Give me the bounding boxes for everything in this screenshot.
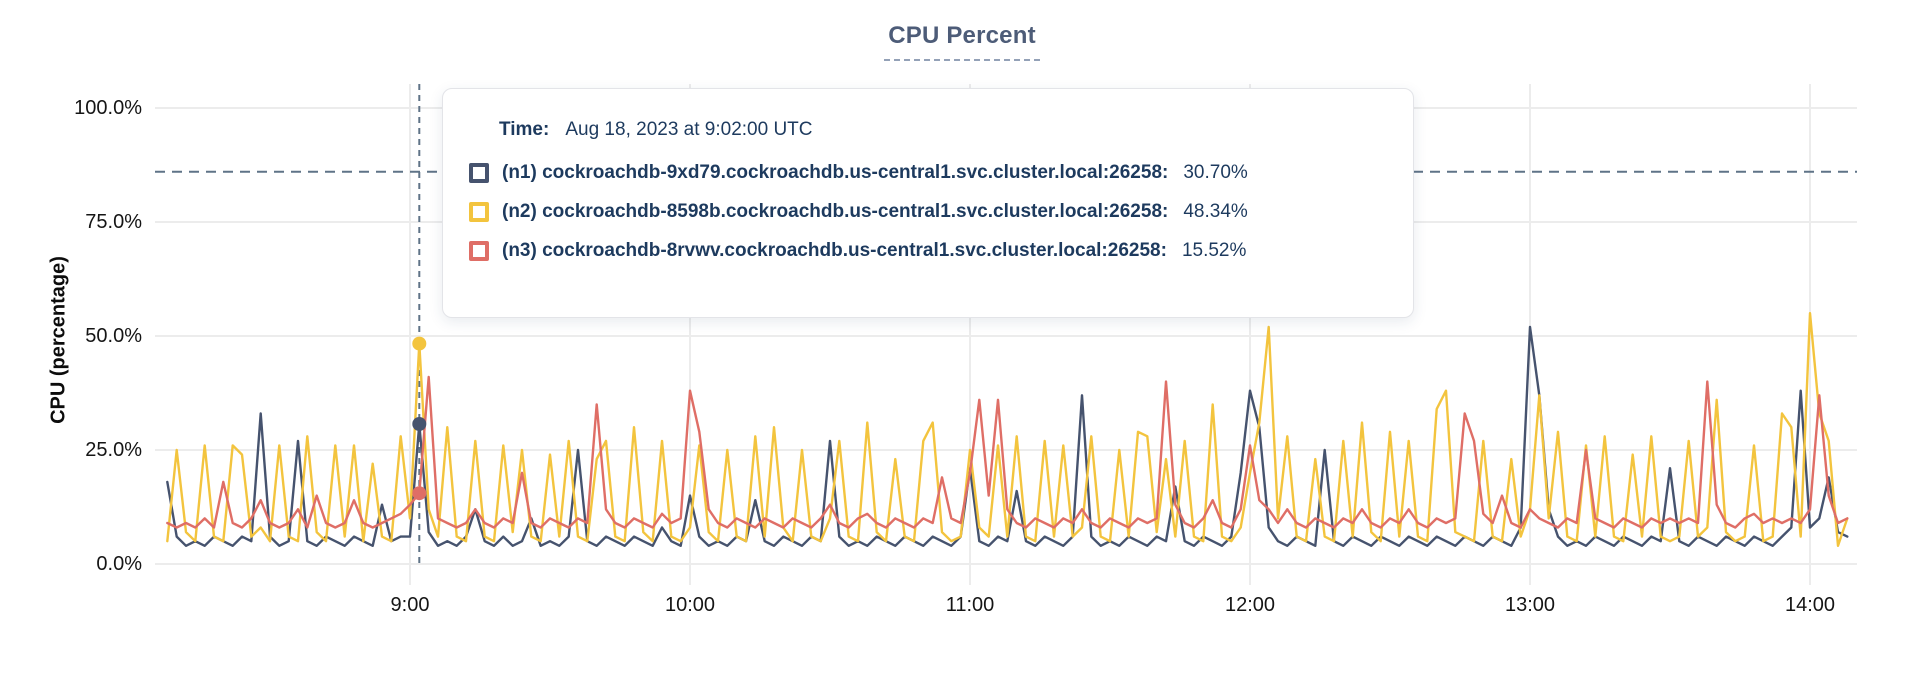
series-n3-name: (n3) cockroachdb-8rvwv.cockroachdb.us-ce… [502,240,1167,261]
tooltip-time-value: Aug 18, 2023 at 9:02:00 UTC [565,119,813,140]
chart-title: CPU Percent [884,22,1040,61]
y-axis-tick: 75.0% [85,211,142,233]
series-n1-name: (n1) cockroachdb-9xd79.cockroachdb.us-ce… [502,162,1169,183]
series-n1-swatch-icon [469,163,489,183]
series-n2-value: 48.34% [1183,201,1248,222]
chart-header: CPU Percent [0,22,1924,61]
series-n1-value: 30.70% [1183,162,1248,183]
tooltip-series-row: (n1) cockroachdb-9xd79.cockroachdb.us-ce… [469,162,1377,184]
tooltip-time-row: Time: Aug 18, 2023 at 9:02:00 UTC [469,119,1377,141]
series-n2-swatch-icon [469,202,489,222]
x-axis-tick: 14:00 [1784,594,1836,616]
x-axis-tick: 10:00 [664,594,716,616]
y-axis-tick: 0.0% [96,553,142,575]
series-n3-swatch-icon [469,241,489,261]
hover-dots [412,336,427,501]
tooltip-time-label: Time: [499,119,550,140]
x-axis-tick: 11:00 [945,594,995,616]
y-axis-tick: 25.0% [85,439,142,461]
series-n3-value: 15.52% [1181,240,1247,261]
y-axis-tick: 100.0% [74,97,142,119]
series-lines [166,312,1849,547]
tooltip-series-row: (n3) cockroachdb-8rvwv.cockroachdb.us-ce… [469,240,1377,262]
hover-tooltip: Time: Aug 18, 2023 at 9:02:00 UTC (n1) co… [442,88,1414,318]
x-axis-tick: 9:00 [390,594,430,616]
x-axis-tick: 13:00 [1504,594,1556,616]
series-n2-name: (n2) cockroachdb-8598b.cockroachdb.us-ce… [502,201,1169,222]
y-axis-tick: 50.0% [85,325,142,347]
tooltip-series-row: (n2) cockroachdb-8598b.cockroachdb.us-ce… [469,201,1377,223]
x-axis-tick: 12:00 [1224,594,1276,616]
